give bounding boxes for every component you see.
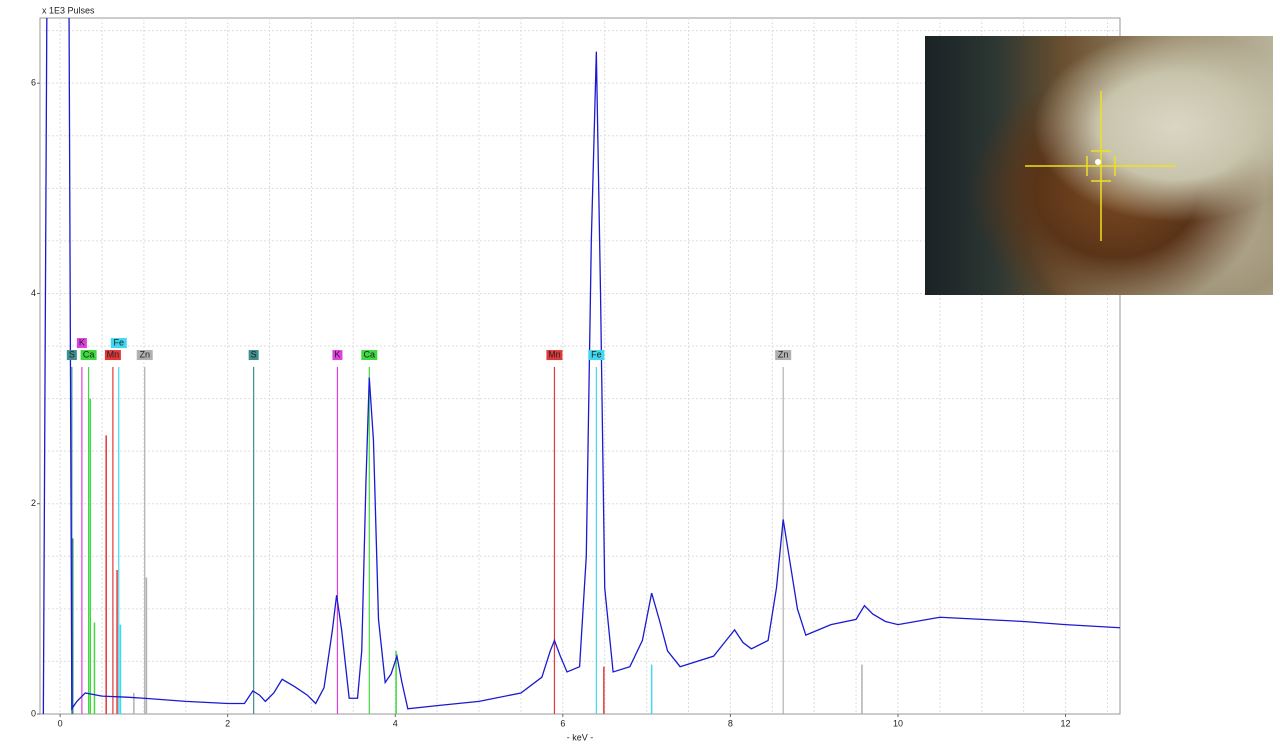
element-label: Fe: [591, 349, 602, 359]
element-label-box: [104, 350, 121, 361]
element-label-box: [76, 338, 87, 349]
element-label: Mn: [107, 349, 120, 359]
x-tick-label: 4: [393, 718, 398, 728]
marks: [42, 18, 1120, 714]
x-tick-label: 8: [728, 718, 733, 728]
element-label: Ca: [364, 349, 376, 359]
grid: [40, 18, 1120, 714]
element-label: Zn: [778, 349, 789, 359]
y-tick-label: 6: [31, 78, 36, 88]
element-label: Ca: [83, 349, 95, 359]
element-label-box: [66, 350, 77, 361]
y-tick-label: 4: [31, 288, 36, 298]
element-label: S: [251, 349, 257, 359]
element-label: Zn: [139, 349, 150, 359]
element-label: K: [334, 349, 340, 359]
x-tick-label: 0: [58, 718, 63, 728]
element-label: Fe: [114, 337, 125, 347]
y-tick-label: 0: [31, 708, 36, 718]
y-axis-label: x 1E3 Pulses: [42, 5, 95, 15]
element-label-box: [80, 350, 97, 361]
element-label-box: [110, 338, 127, 349]
element-label-box: [332, 350, 343, 361]
x-axis-label: - keV -: [567, 732, 594, 742]
sample-image: [925, 36, 1273, 295]
y-tick-label: 2: [31, 498, 36, 508]
element-label: K: [79, 337, 85, 347]
element-label-box: [248, 350, 259, 361]
x-tick-label: 12: [1061, 718, 1071, 728]
element-label-box: [361, 350, 378, 361]
element-label-box: [775, 350, 792, 361]
element-label-box: [546, 350, 563, 361]
element-label-box: [588, 350, 605, 361]
crosshair: [1025, 91, 1175, 241]
element-label: S: [69, 349, 75, 359]
spectrum-line: [42, 18, 1120, 714]
x-tick-label: 6: [560, 718, 565, 728]
element-label-box: [136, 350, 153, 361]
x-tick-label: 2: [225, 718, 230, 728]
x-tick-label: 10: [893, 718, 903, 728]
element-label: Mn: [548, 349, 561, 359]
